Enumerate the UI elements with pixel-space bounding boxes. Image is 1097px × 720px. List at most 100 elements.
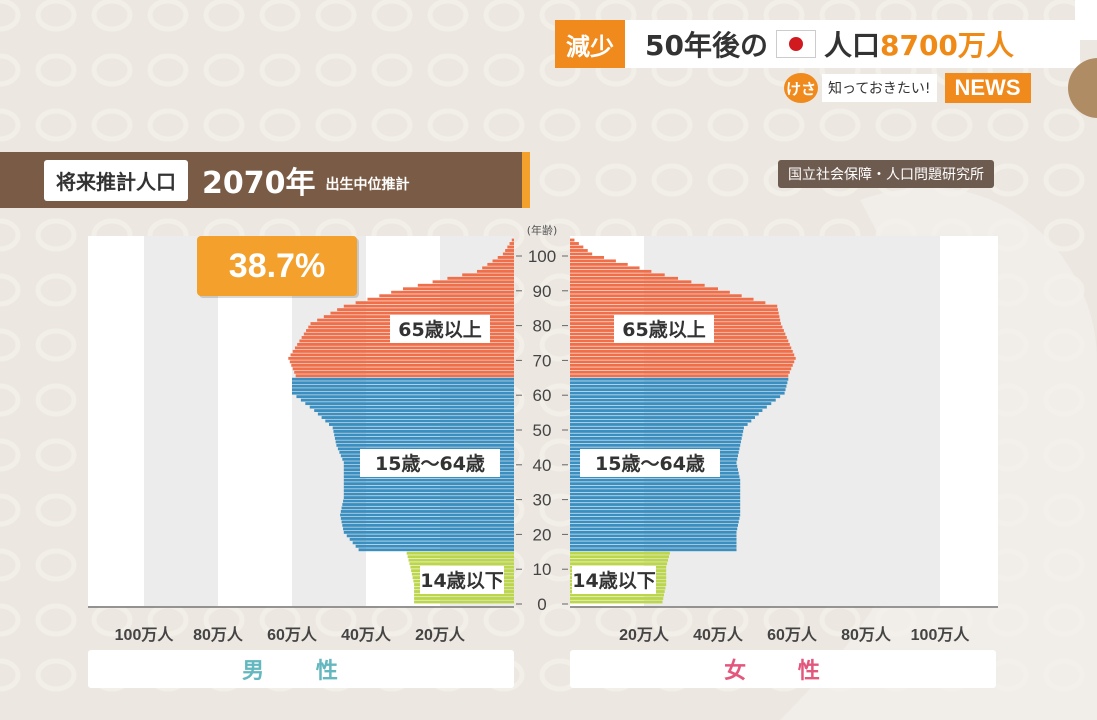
male-bar-age-91 bbox=[417, 283, 514, 287]
male-bar-age-19 bbox=[346, 534, 514, 538]
male-bar-age-35 bbox=[343, 478, 514, 482]
male-bar-age-74 bbox=[297, 343, 514, 346]
headline-prefix: 50年後の bbox=[645, 29, 768, 62]
female-bar-age-66 bbox=[570, 370, 790, 374]
male-bar-age-25 bbox=[340, 513, 514, 517]
male-bar-age-31 bbox=[343, 492, 514, 496]
male-band bbox=[144, 236, 218, 606]
female-bar-age-50 bbox=[570, 426, 744, 430]
age-tick-100: 100 bbox=[528, 247, 556, 266]
male-bar-age-53 bbox=[321, 416, 514, 419]
male-bar-age-83 bbox=[330, 311, 514, 315]
age-tick-20: 20 bbox=[533, 525, 552, 544]
female-bar-age-85 bbox=[570, 304, 778, 308]
male-legend: 男 性 bbox=[88, 650, 514, 688]
female-x-tick: 20万人 bbox=[619, 626, 670, 644]
female-bar-age-54 bbox=[570, 412, 759, 416]
male-bar-age-73 bbox=[294, 346, 514, 350]
news-badge: NEWS bbox=[944, 73, 1031, 103]
male-label-working-box bbox=[360, 449, 500, 477]
male-bar-age-88 bbox=[379, 294, 514, 298]
female-bar-age-31 bbox=[570, 492, 741, 496]
male-bar-age-54 bbox=[317, 412, 514, 416]
female-bar-age-25 bbox=[570, 513, 741, 517]
male-bar-age-2 bbox=[414, 593, 514, 597]
male-bar-age-18 bbox=[349, 537, 514, 541]
age-tick-70: 70 bbox=[533, 351, 552, 370]
male-bar-age-13 bbox=[407, 555, 514, 559]
male-bar-age-57 bbox=[305, 402, 514, 406]
male-bar-age-61 bbox=[292, 388, 514, 392]
female-legend: 女 性 bbox=[570, 650, 996, 688]
age-axis: (年齢) 0 10 20 30 40 50 60 70 80 90 100 bbox=[88, 223, 998, 614]
female-label-working-box bbox=[580, 449, 720, 477]
female-bar-age-28 bbox=[570, 503, 741, 506]
group-labels: 65歳以上 65歳以上 15歳〜64歳 15歳〜64歳 14歳以下 14歳以下 bbox=[360, 315, 720, 594]
female-bar-age-84 bbox=[570, 308, 778, 312]
male-bar-age-93 bbox=[447, 276, 514, 280]
male-bar-age-44 bbox=[337, 447, 514, 451]
male-bar-age-70 bbox=[288, 356, 514, 360]
male-bar-age-14 bbox=[406, 551, 514, 555]
male-bar-age-28 bbox=[342, 503, 514, 506]
female-bar-age-89 bbox=[570, 290, 730, 294]
female-bar-age-70 bbox=[570, 356, 796, 360]
male-bar-age-68 bbox=[291, 363, 514, 367]
male-bar-age-46 bbox=[335, 440, 514, 444]
corner-white-block bbox=[1075, 0, 1097, 40]
female-label-old-box bbox=[614, 315, 714, 343]
male-bar-age-27 bbox=[341, 506, 514, 510]
female-bar-age-58 bbox=[570, 398, 776, 402]
male-bar-age-59 bbox=[296, 395, 514, 399]
male-bar-age-86 bbox=[355, 301, 514, 305]
female-bar-age-30 bbox=[570, 496, 741, 499]
female-bar-age-14 bbox=[570, 551, 670, 555]
male-bar-age-103 bbox=[509, 242, 514, 245]
male-bar-age-66 bbox=[294, 370, 514, 374]
male-bar-age-90 bbox=[403, 287, 514, 291]
female-bar-age-102 bbox=[570, 245, 584, 249]
male-bar-age-69 bbox=[289, 360, 514, 364]
male-bar-age-29 bbox=[343, 499, 514, 503]
female-bar-age-99 bbox=[570, 256, 605, 259]
male-bar-age-47 bbox=[334, 436, 514, 440]
female-bar-age-63 bbox=[570, 381, 788, 385]
male-bar-age-104 bbox=[511, 238, 514, 242]
female-bar-age-83 bbox=[570, 311, 779, 315]
female-bar-age-0 bbox=[570, 600, 663, 604]
male-bar-age-56 bbox=[309, 405, 514, 409]
decrease-badge: 減少 bbox=[555, 20, 625, 68]
male-bar-age-23 bbox=[341, 520, 514, 524]
female-bar-age-101 bbox=[570, 249, 588, 252]
female-bar-age-12 bbox=[570, 558, 669, 562]
male-bar-age-92 bbox=[432, 280, 514, 284]
female-bar-age-13 bbox=[570, 555, 669, 559]
male-bar-age-95 bbox=[477, 269, 514, 273]
female-bar-age-34 bbox=[570, 482, 741, 486]
female-label-young-box bbox=[572, 566, 656, 594]
male-bar-age-99 bbox=[497, 256, 514, 259]
male-bar-age-100 bbox=[502, 252, 514, 256]
female-bar-age-22 bbox=[570, 523, 738, 527]
male-bar-age-32 bbox=[343, 489, 514, 493]
female-bar-age-90 bbox=[570, 287, 718, 291]
female-bar-age-11 bbox=[570, 562, 668, 566]
news-row: けさ 知っておきたい! NEWS bbox=[784, 72, 1031, 104]
age-tick-90: 90 bbox=[533, 282, 552, 301]
female-bar-age-96 bbox=[570, 266, 640, 270]
female-bar-age-33 bbox=[570, 485, 741, 489]
male-bar-age-0 bbox=[414, 600, 514, 604]
male-bar-age-50 bbox=[332, 426, 514, 430]
female-bar-age-56 bbox=[570, 405, 767, 409]
female-bar-age-88 bbox=[570, 294, 742, 298]
header-sub: 出生中位推計 bbox=[325, 177, 410, 193]
female-bar-age-67 bbox=[570, 367, 792, 371]
female-bar-age-35 bbox=[570, 478, 741, 482]
female-bar-age-73 bbox=[570, 346, 792, 350]
female-bar-age-95 bbox=[570, 269, 652, 273]
age-tick-40: 40 bbox=[533, 456, 552, 475]
female-bar-age-29 bbox=[570, 499, 741, 503]
female-bar-age-91 bbox=[570, 283, 705, 287]
female-bar-age-32 bbox=[570, 489, 741, 493]
headline: 50年後の 人口 8700万人 bbox=[625, 20, 1080, 68]
